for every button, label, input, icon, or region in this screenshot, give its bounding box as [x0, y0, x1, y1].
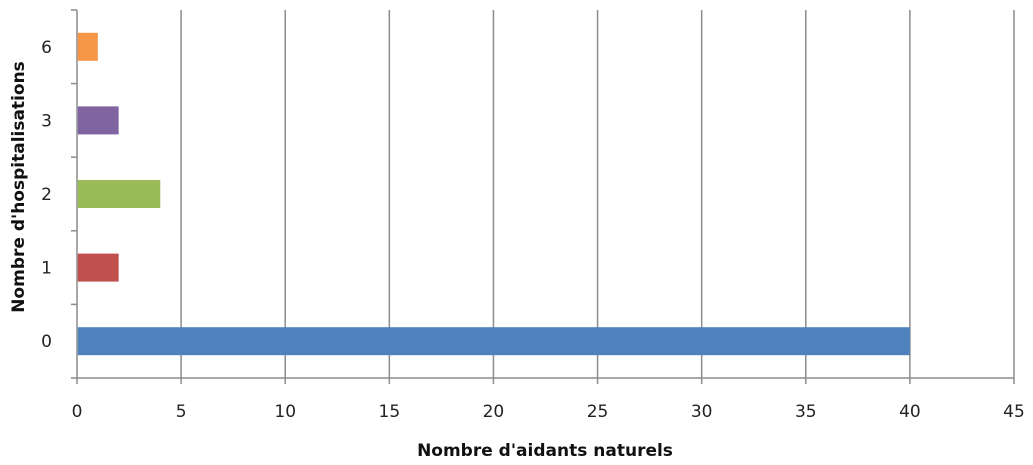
x-tick-labels: 0 5 10 15 20 25 30 35 40 45: [72, 402, 1025, 422]
x-tick-label: 0: [72, 402, 83, 422]
x-tick-label: 5: [176, 402, 187, 422]
bar-6: [77, 32, 98, 61]
x-tick-label: 45: [1003, 402, 1025, 422]
x-axis-title: Nombre d'aidants naturels: [417, 441, 673, 461]
x-tick-label: 35: [795, 402, 817, 422]
x-tick-label: 40: [899, 402, 921, 422]
y-tick-label: 6: [41, 38, 52, 58]
y-tick-label: 0: [41, 332, 52, 352]
bar-2: [77, 180, 161, 208]
x-tick-label: 20: [483, 402, 505, 422]
y-tick-label: 1: [41, 259, 52, 279]
bar-1: [77, 253, 119, 282]
bar-3: [77, 106, 119, 135]
bars: [77, 32, 910, 356]
y-tick-labels: 0 1 2 3 6: [41, 38, 52, 352]
y-tick-label: 3: [41, 111, 52, 131]
x-tick-label: 15: [379, 402, 401, 422]
bar-0: [77, 327, 910, 356]
y-axis-title: Nombre d'hospitalisations: [9, 61, 29, 313]
x-tick-label: 25: [587, 402, 609, 422]
grid-lines: [180, 10, 1015, 378]
x-tick-label: 30: [691, 402, 713, 422]
x-tick-label: 10: [274, 402, 296, 422]
y-tick-label: 2: [41, 185, 52, 205]
axes: [71, 9, 1015, 384]
